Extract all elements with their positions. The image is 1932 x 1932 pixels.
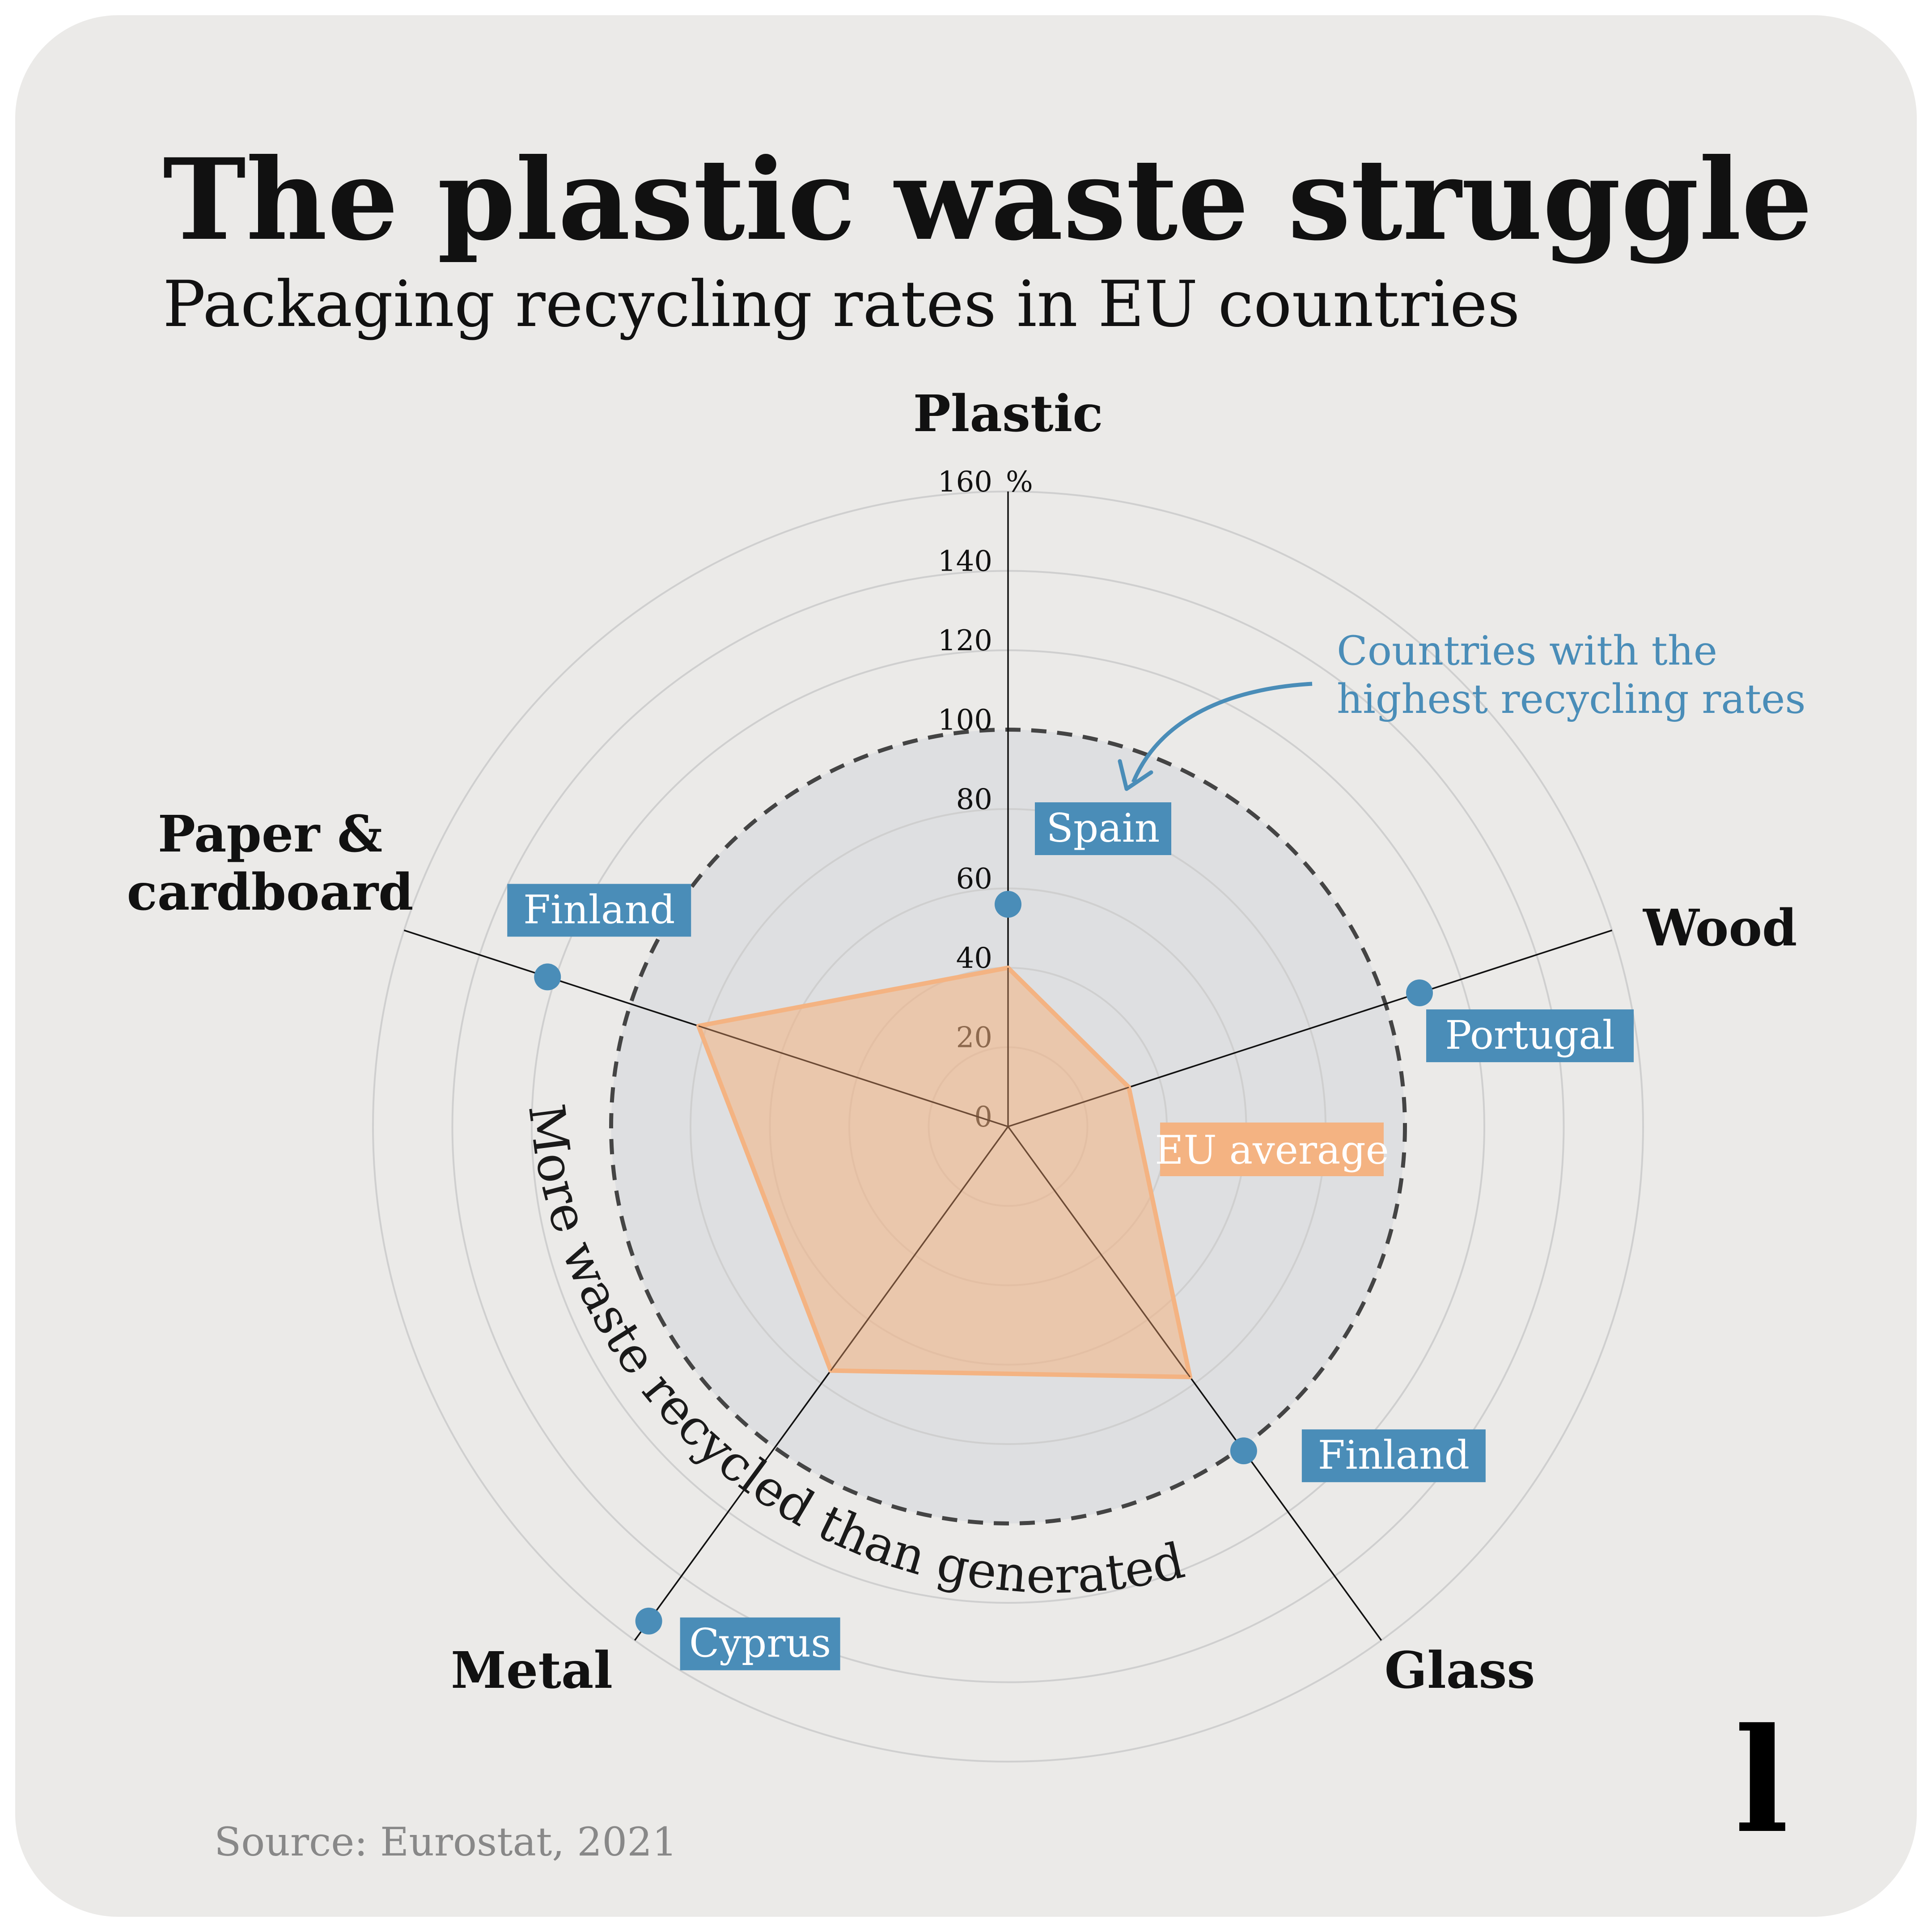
eu-average-label-bg (1160, 1123, 1384, 1176)
country-label: Spain (1046, 805, 1160, 851)
eu-spoke-segment (698, 1025, 1008, 1127)
highest-dot (995, 891, 1021, 918)
infographic-card: The plastic waste struggle Packaging rec… (15, 15, 1917, 1917)
country-label-bg (1426, 1009, 1634, 1063)
axis-label: Paper & (158, 805, 382, 864)
eu-spoke-segment (1007, 1126, 1191, 1377)
highest-note-line1: Countries with the (1337, 627, 1717, 674)
highest-dot (1406, 979, 1433, 1007)
eu-average-label: EU average (1155, 1127, 1389, 1173)
radar-chart: The plastic waste struggle Packaging rec… (127, 134, 1813, 1865)
eu-average-polygon (696, 966, 1192, 1380)
eu-spoke-segment (1008, 1086, 1129, 1127)
highest-rates-layer: Spain Portugal Finland Cyprus Finland (507, 802, 1634, 1670)
highest-note-line2: highest recycling rates (1337, 676, 1806, 723)
country-label-bg (1035, 802, 1171, 855)
axis-label: Plastic (913, 385, 1103, 443)
tick-label: 120 (938, 624, 992, 657)
country-label: Finland (523, 886, 675, 932)
publisher-logo: l (1734, 1697, 1789, 1865)
highest-note-arrowhead (1118, 759, 1153, 791)
highest-note-arrow (1131, 682, 1313, 783)
tick-label: 160 (938, 466, 992, 499)
country-label-bg (507, 884, 691, 937)
axis-label: Metal (451, 1641, 613, 1700)
country-label: Cyprus (689, 1620, 831, 1666)
axis-label: cardboard (127, 863, 414, 922)
country-label-bg (1301, 1429, 1486, 1483)
axis-label: Glass (1385, 1641, 1535, 1700)
country-label-bg (680, 1617, 840, 1670)
tick-label: 60 (956, 863, 992, 896)
tick-label: 80 (956, 783, 992, 816)
axis-labels-layer: Plastic Wood Glass Metal Paper &cardboard (127, 385, 1797, 1700)
highest-dot (1230, 1437, 1257, 1465)
eu-spoke-segment (830, 1126, 1009, 1371)
tick-label: 140 (938, 545, 992, 578)
tick-label: 40 (956, 942, 992, 975)
tick-label: 100 (938, 704, 992, 737)
page-subtitle: Packaging recycling rates in EU countrie… (163, 267, 1520, 341)
axis-label: Wood (1643, 899, 1797, 958)
country-label: Finland (1318, 1432, 1470, 1478)
page-title: The plastic waste struggle (163, 134, 1813, 265)
source-note: Source: Eurostat, 2021 (214, 1819, 677, 1865)
highest-dot (635, 1607, 662, 1635)
country-label: Portugal (1445, 1012, 1615, 1058)
tick-unit-label: % (1006, 466, 1033, 499)
highest-dot (534, 963, 561, 991)
eu-average-layer: EU average (696, 966, 1389, 1380)
